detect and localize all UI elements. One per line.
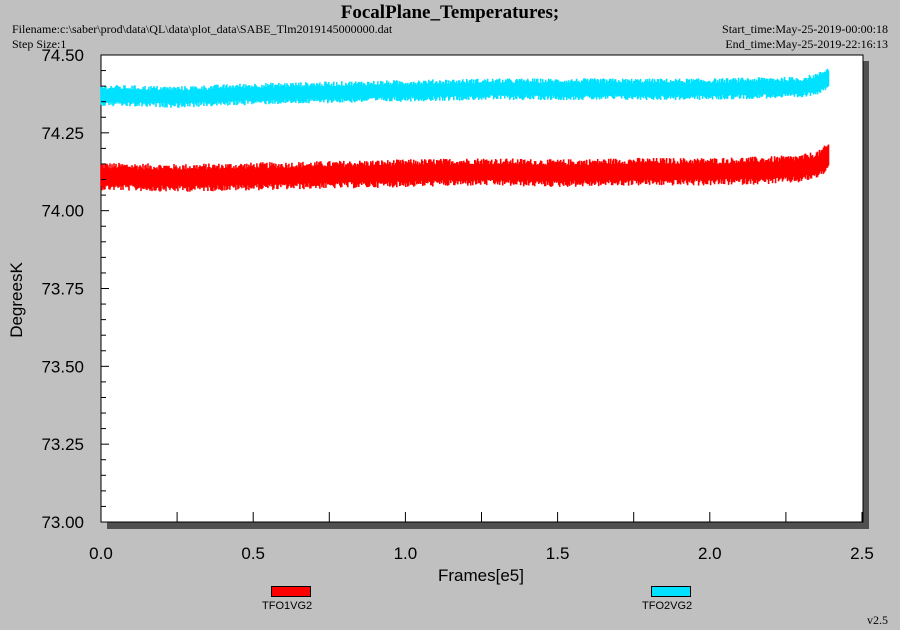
step-size-label: Step Size:1 (12, 37, 67, 51)
series-tfo2vg2 (100, 68, 830, 108)
y-tick-label: 73.75 (41, 280, 84, 299)
x-tick-label: 0.5 (241, 544, 265, 563)
axis-layer: 73.00 73.25 73.50 73.75 74.00 74.25 74.50 0.0 0.… (41, 46, 873, 563)
legend-swatch-tfo2vg2 (651, 586, 691, 597)
y-tick-label: 74.00 (41, 202, 84, 221)
x-tick-label: 2.5 (850, 544, 874, 563)
start-time-label: Start_time:May-25-2019-00:00:18 (722, 22, 888, 36)
y-tick-label: 73.50 (41, 357, 84, 376)
legend-label-tfo1vg2: TFO1VG2 (262, 600, 313, 612)
y-tick-label: 73.25 (41, 435, 84, 454)
plot-area (100, 54, 864, 523)
x-tick-label: 0.0 (89, 544, 113, 563)
x-tick-label: 2.0 (698, 544, 722, 563)
legend-swatch-tfo1vg2 (271, 586, 311, 597)
x-axis-label: Frames[e5] (438, 566, 524, 585)
series-layer (100, 68, 830, 192)
x-tick-label: 1.5 (546, 544, 570, 563)
y-axis-label: DegreesK (7, 262, 26, 338)
series-tfo1vg2 (100, 144, 830, 192)
y-tick-label: 74.25 (41, 124, 84, 143)
filename-label: Filename:c:\saber\prod\data\QL\data\plot… (12, 22, 393, 36)
version-label: v2.5 (867, 613, 888, 627)
chart-title: FocalPlane_Temperatures; (340, 2, 560, 23)
end-time-label: End_time:May-25-2019-22:16:13 (725, 37, 888, 51)
y-tick-label: 74.50 (41, 46, 84, 65)
y-tick-label: 73.00 (41, 513, 84, 532)
legend-label-tfo2vg2: TFO2VG2 (642, 600, 693, 612)
x-tick-label: 1.0 (394, 544, 418, 563)
